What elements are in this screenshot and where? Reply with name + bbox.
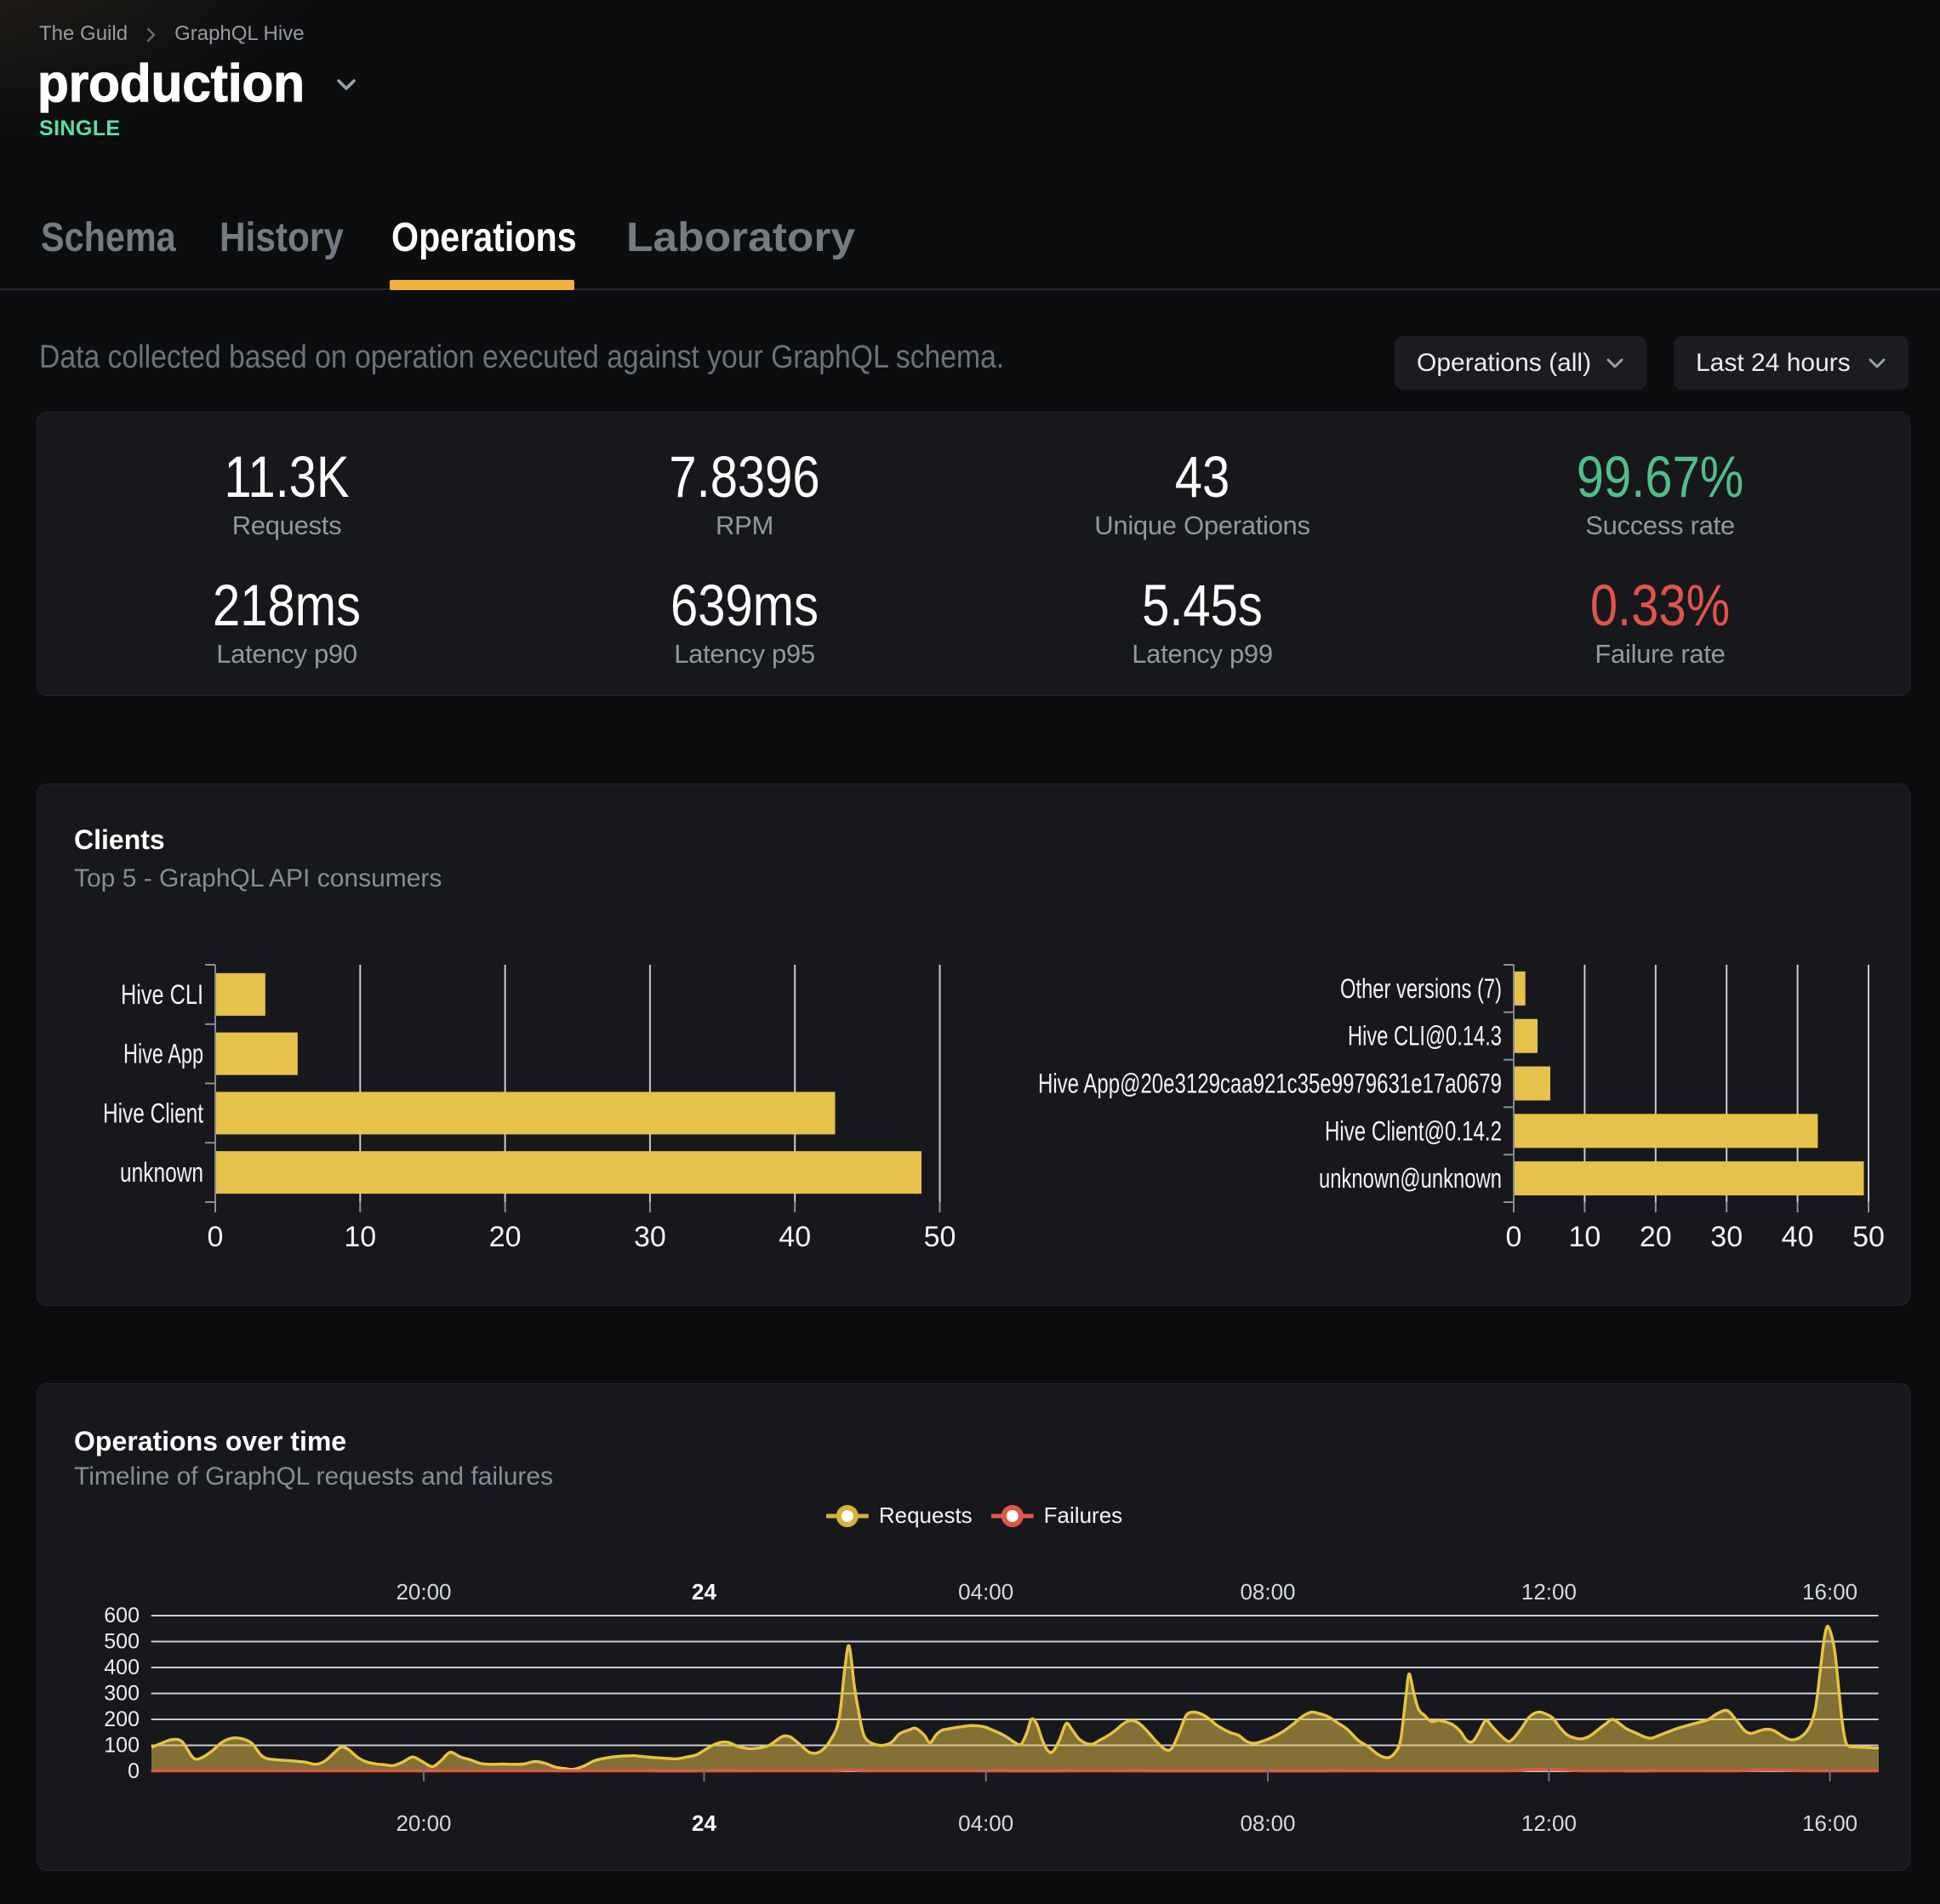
svg-text:04:00: 04:00 bbox=[958, 1579, 1013, 1605]
svg-text:Hive Client: Hive Client bbox=[103, 1097, 203, 1128]
svg-text:Hive App@20e3129caa921c35e9979: Hive App@20e3129caa921c35e9979631e17a067… bbox=[1038, 1069, 1502, 1099]
svg-text:unknown: unknown bbox=[120, 1157, 203, 1188]
svg-text:12:00: 12:00 bbox=[1521, 1810, 1577, 1836]
svg-text:20:00: 20:00 bbox=[396, 1579, 451, 1605]
svg-text:24: 24 bbox=[692, 1579, 716, 1605]
svg-text:50: 50 bbox=[924, 1221, 956, 1253]
svg-text:unknown@unknown: unknown@unknown bbox=[1319, 1163, 1502, 1194]
svg-text:30: 30 bbox=[1710, 1221, 1743, 1253]
svg-text:40: 40 bbox=[1782, 1221, 1814, 1253]
svg-text:20: 20 bbox=[1640, 1221, 1672, 1253]
svg-text:40: 40 bbox=[779, 1221, 811, 1253]
svg-text:Hive Client@0.14.2: Hive Client@0.14.2 bbox=[1325, 1115, 1502, 1146]
svg-text:10: 10 bbox=[1568, 1221, 1600, 1253]
svg-text:50: 50 bbox=[1852, 1221, 1885, 1253]
svg-text:12:00: 12:00 bbox=[1521, 1579, 1577, 1605]
svg-text:0: 0 bbox=[208, 1221, 224, 1253]
svg-text:200: 200 bbox=[104, 1707, 140, 1731]
svg-text:Other versions (7): Other versions (7) bbox=[1340, 973, 1502, 1004]
svg-text:20: 20 bbox=[489, 1221, 522, 1253]
svg-text:10: 10 bbox=[344, 1221, 376, 1253]
svg-text:500: 500 bbox=[104, 1630, 140, 1654]
svg-text:0: 0 bbox=[128, 1759, 140, 1783]
svg-text:08:00: 08:00 bbox=[1240, 1579, 1295, 1605]
svg-text:600: 600 bbox=[104, 1604, 140, 1628]
svg-text:20:00: 20:00 bbox=[396, 1810, 451, 1836]
svg-text:04:00: 04:00 bbox=[958, 1810, 1013, 1836]
svg-text:Hive App: Hive App bbox=[123, 1039, 203, 1069]
svg-text:Hive CLI@0.14.3: Hive CLI@0.14.3 bbox=[1348, 1021, 1502, 1052]
svg-text:16:00: 16:00 bbox=[1802, 1579, 1857, 1605]
svg-text:400: 400 bbox=[104, 1656, 140, 1679]
svg-text:300: 300 bbox=[104, 1682, 140, 1706]
svg-text:24: 24 bbox=[692, 1810, 716, 1836]
svg-text:Hive CLI: Hive CLI bbox=[121, 979, 203, 1010]
svg-text:08:00: 08:00 bbox=[1240, 1810, 1295, 1836]
svg-text:16:00: 16:00 bbox=[1802, 1810, 1857, 1836]
svg-text:0: 0 bbox=[1506, 1221, 1522, 1253]
svg-text:100: 100 bbox=[104, 1734, 140, 1758]
svg-text:30: 30 bbox=[634, 1221, 666, 1253]
